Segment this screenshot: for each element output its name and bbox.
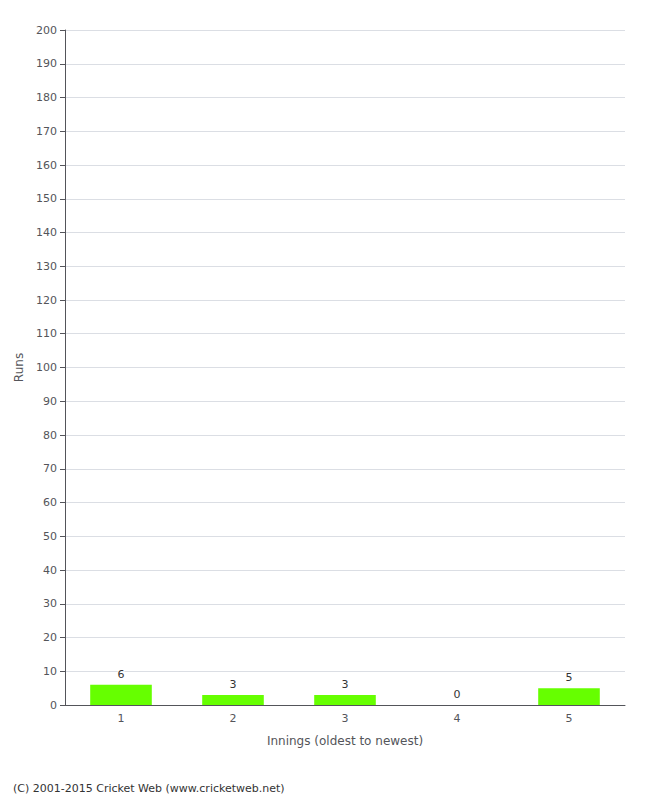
svg-text:6: 6 (118, 668, 125, 681)
svg-text:160: 160 (36, 159, 57, 172)
svg-text:5: 5 (566, 671, 573, 684)
svg-text:50: 50 (43, 530, 57, 543)
svg-text:0: 0 (50, 699, 57, 712)
svg-text:30: 30 (43, 597, 57, 610)
svg-text:120: 120 (36, 294, 57, 307)
svg-text:80: 80 (43, 429, 57, 442)
svg-text:Innings (oldest to newest): Innings (oldest to newest) (267, 734, 423, 748)
svg-text:2: 2 (230, 712, 237, 725)
svg-text:190: 190 (36, 57, 57, 70)
svg-text:110: 110 (36, 327, 57, 340)
svg-text:140: 140 (36, 226, 57, 239)
svg-text:40: 40 (43, 564, 57, 577)
svg-text:90: 90 (43, 395, 57, 408)
svg-text:1: 1 (118, 712, 125, 725)
svg-text:130: 130 (36, 260, 57, 273)
svg-text:200: 200 (36, 24, 57, 37)
svg-text:170: 170 (36, 125, 57, 138)
svg-text:Runs: Runs (12, 353, 26, 382)
svg-text:150: 150 (36, 192, 57, 205)
svg-text:3: 3 (230, 678, 237, 691)
svg-text:180: 180 (36, 91, 57, 104)
svg-text:60: 60 (43, 496, 57, 509)
svg-text:5: 5 (566, 712, 573, 725)
svg-text:20: 20 (43, 631, 57, 644)
svg-text:70: 70 (43, 462, 57, 475)
svg-text:(C) 2001-2015 Cricket Web (www: (C) 2001-2015 Cricket Web (www.cricketwe… (13, 782, 285, 795)
svg-text:3: 3 (342, 712, 349, 725)
svg-text:10: 10 (43, 665, 57, 678)
svg-text:0: 0 (454, 688, 461, 701)
svg-text:3: 3 (342, 678, 349, 691)
svg-text:100: 100 (36, 361, 57, 374)
svg-text:4: 4 (454, 712, 461, 725)
